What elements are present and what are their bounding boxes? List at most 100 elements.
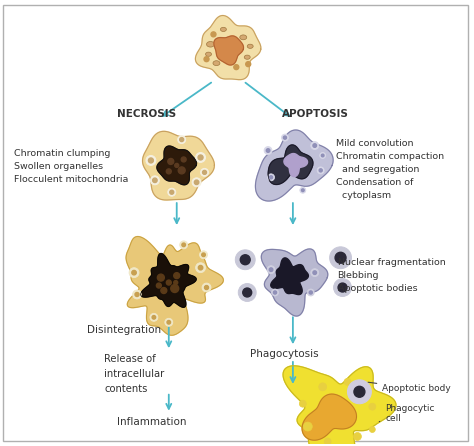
Circle shape <box>300 400 306 407</box>
Circle shape <box>272 289 279 296</box>
Circle shape <box>168 158 174 165</box>
Circle shape <box>204 57 209 62</box>
Circle shape <box>234 65 239 70</box>
Circle shape <box>153 178 157 182</box>
Circle shape <box>202 170 207 174</box>
Text: NECROSIS: NECROSIS <box>118 109 176 119</box>
Text: Chromatin clumping
Swollen organelles
Flocculent mitochondria: Chromatin clumping Swollen organelles Fl… <box>14 149 128 184</box>
Circle shape <box>311 141 319 149</box>
Text: Release of
intracellular
contents: Release of intracellular contents <box>104 354 164 394</box>
Circle shape <box>246 62 251 66</box>
Circle shape <box>198 155 203 160</box>
Circle shape <box>309 291 312 294</box>
Polygon shape <box>126 236 223 335</box>
Circle shape <box>180 241 188 249</box>
Polygon shape <box>255 130 333 201</box>
Circle shape <box>303 422 312 431</box>
Circle shape <box>329 247 352 268</box>
Polygon shape <box>284 153 308 177</box>
Text: Phagocytic
cell: Phagocytic cell <box>379 404 435 423</box>
Ellipse shape <box>213 61 220 66</box>
Circle shape <box>243 288 252 297</box>
Circle shape <box>267 266 275 274</box>
Circle shape <box>174 273 180 279</box>
Polygon shape <box>268 145 313 185</box>
Circle shape <box>344 378 351 385</box>
Circle shape <box>171 285 179 293</box>
Circle shape <box>157 274 164 281</box>
Text: Inflammation: Inflammation <box>117 417 187 427</box>
FancyBboxPatch shape <box>3 4 468 442</box>
Circle shape <box>182 243 185 247</box>
Circle shape <box>146 156 156 165</box>
Circle shape <box>354 433 361 441</box>
Ellipse shape <box>207 41 214 47</box>
Circle shape <box>319 383 327 391</box>
Circle shape <box>317 167 324 174</box>
Text: Nuclear fragmentation
Blebbing
Apoptotic bodies: Nuclear fragmentation Blebbing Apoptotic… <box>337 258 445 293</box>
Circle shape <box>269 268 273 272</box>
Circle shape <box>178 167 185 174</box>
Circle shape <box>202 283 211 292</box>
Ellipse shape <box>220 27 227 32</box>
Circle shape <box>338 283 347 292</box>
Circle shape <box>174 281 178 285</box>
Circle shape <box>150 314 158 321</box>
Circle shape <box>180 138 184 141</box>
Text: Disintegration: Disintegration <box>87 325 162 335</box>
Circle shape <box>201 169 209 176</box>
Circle shape <box>132 270 136 275</box>
Polygon shape <box>283 366 396 446</box>
Text: Apoptotic body: Apoptotic body <box>368 382 451 393</box>
Circle shape <box>200 251 208 259</box>
Circle shape <box>135 293 139 297</box>
Ellipse shape <box>240 35 247 40</box>
Circle shape <box>319 169 322 172</box>
Circle shape <box>266 149 270 152</box>
Circle shape <box>181 157 186 162</box>
Circle shape <box>196 263 206 273</box>
Text: APOPTOSIS: APOPTOSIS <box>283 109 349 119</box>
Circle shape <box>175 163 179 167</box>
Circle shape <box>300 187 306 193</box>
Circle shape <box>202 253 205 256</box>
Circle shape <box>347 380 371 404</box>
Circle shape <box>192 178 201 187</box>
Circle shape <box>354 386 365 397</box>
Circle shape <box>282 134 288 141</box>
Circle shape <box>166 280 171 285</box>
Circle shape <box>313 144 317 147</box>
Circle shape <box>194 180 199 185</box>
Circle shape <box>196 153 206 162</box>
Circle shape <box>161 288 167 293</box>
Circle shape <box>198 265 203 270</box>
Circle shape <box>273 291 277 294</box>
Circle shape <box>165 318 173 326</box>
Ellipse shape <box>247 44 253 48</box>
Circle shape <box>133 290 141 299</box>
Circle shape <box>178 136 186 144</box>
Circle shape <box>321 154 324 157</box>
Circle shape <box>168 188 176 196</box>
Polygon shape <box>143 131 214 200</box>
Circle shape <box>369 403 376 410</box>
Circle shape <box>150 176 159 185</box>
Circle shape <box>129 268 139 277</box>
Circle shape <box>238 284 256 301</box>
Circle shape <box>167 321 171 324</box>
Polygon shape <box>271 258 309 294</box>
Circle shape <box>313 271 317 274</box>
Circle shape <box>283 136 286 139</box>
Circle shape <box>204 285 209 289</box>
Circle shape <box>268 174 274 181</box>
Circle shape <box>148 158 154 163</box>
Circle shape <box>166 169 171 174</box>
Text: Mild convolution
Chromatin compaction
  and segregation
Condensation of
  cytopl: Mild convolution Chromatin compaction an… <box>336 139 444 200</box>
Polygon shape <box>195 16 261 80</box>
Text: Phagocytosis: Phagocytosis <box>250 349 319 359</box>
Circle shape <box>235 250 255 270</box>
Ellipse shape <box>244 55 250 59</box>
Circle shape <box>170 190 174 194</box>
Circle shape <box>334 279 352 297</box>
Ellipse shape <box>206 52 211 56</box>
